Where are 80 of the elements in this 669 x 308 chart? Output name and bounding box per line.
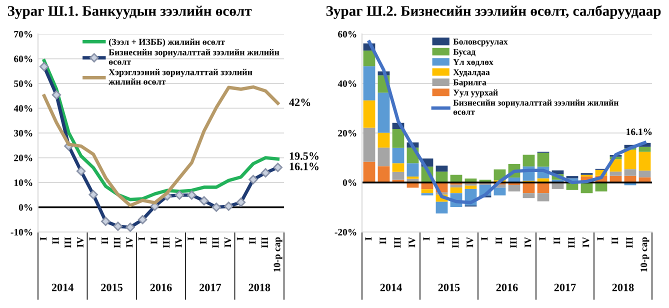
x-tick-label: I xyxy=(423,237,430,240)
legend-label: Уул уурхай xyxy=(453,89,498,98)
x-tick-label: II xyxy=(380,237,386,244)
text: 2017 xyxy=(554,284,576,292)
legend-label: Бизнесийн зориулалттай зээлийн жилийн өсөлт xyxy=(108,49,280,65)
x-tick-label: III xyxy=(262,237,268,248)
y-tick-label: 70% xyxy=(14,30,32,38)
text: 2015 xyxy=(438,284,460,292)
text: 2014 xyxy=(380,284,402,292)
y-tick-label: 20% xyxy=(14,154,32,162)
y-tick-label: 20% xyxy=(338,130,356,136)
y-tick-label: 60% xyxy=(14,56,32,62)
x-tick-label: III xyxy=(394,237,401,248)
text: 2016 xyxy=(150,284,172,292)
text: 2016 xyxy=(496,284,518,292)
chart-title: Зураг Ш.1. Банкуудын зээлийн өсөлт xyxy=(8,6,252,19)
x-tick-label: III xyxy=(212,237,219,248)
x-tick-label: IV xyxy=(224,236,232,248)
data-label: 16.1% xyxy=(626,128,652,136)
x-tick-label: I xyxy=(188,237,194,240)
y-tick-label: 60% xyxy=(338,30,356,38)
text: 2015 xyxy=(101,284,123,292)
x-tick-label: II xyxy=(249,237,256,244)
y-tick-label: 30% xyxy=(14,130,32,136)
x-tick-label: II xyxy=(102,237,108,244)
x-tick-label: I xyxy=(597,237,604,240)
legend-label: Хэрэглээний зориулалттай зээлийн жилийн өсөлт xyxy=(108,68,252,85)
x-tick-label: II xyxy=(438,237,444,244)
y-tick-label: -20% xyxy=(334,228,356,236)
x-tick-label: II xyxy=(612,237,618,244)
x-tick-label: III xyxy=(163,237,170,248)
x-tick-label: I xyxy=(539,237,546,240)
legend-label: Бусад xyxy=(453,48,476,57)
legend-label: Барилга xyxy=(453,80,486,88)
x-tick-label: III xyxy=(452,237,459,248)
y-tick-label: 50% xyxy=(14,80,32,87)
y-tick-label: 10% xyxy=(14,179,32,186)
x-tick-label: I xyxy=(89,237,96,240)
x-tick-label: III xyxy=(510,237,517,248)
y-tick-label: 0% xyxy=(342,179,356,186)
text: 2017 xyxy=(200,284,222,292)
x-tick-label: IV xyxy=(582,236,590,248)
x-tick-label: II xyxy=(496,237,502,244)
legend-label: Үл хөдлөх xyxy=(453,59,494,66)
x-tick-label: III xyxy=(568,237,575,248)
data-label: 19.5% xyxy=(290,152,318,160)
x-tick-label: I xyxy=(481,237,488,240)
text: 2018 xyxy=(612,284,634,292)
x-tick-label: I xyxy=(365,237,372,240)
x-tick-label: IV xyxy=(126,236,133,248)
y-tick-label: -10% xyxy=(10,228,32,236)
x-tick-label: IV xyxy=(77,236,84,248)
x-tick-label: 10-р сар xyxy=(640,237,650,272)
legend-label: Бизнесийн зориулалттай зээлийн жилийн өсөлт xyxy=(453,100,618,115)
x-tick-label: II xyxy=(150,237,158,244)
legend-label: Боловсруулах xyxy=(453,38,508,46)
y-tick-label: 40% xyxy=(338,80,356,87)
x-tick-label: III xyxy=(626,237,633,248)
x-tick-label: IV xyxy=(466,236,474,248)
y-tick-label: 40% xyxy=(14,105,32,112)
x-tick-label: IV xyxy=(524,236,532,248)
text: 2014 xyxy=(52,284,74,292)
legend-label: Худалдаа xyxy=(453,69,490,77)
x-tick-label: III xyxy=(114,237,120,248)
x-tick-label: IV xyxy=(408,236,416,248)
x-tick-label: II xyxy=(200,237,206,244)
x-tick-label: II xyxy=(554,237,560,244)
x-tick-label: I xyxy=(40,237,46,240)
data-label: 42% xyxy=(289,98,310,106)
x-tick-label: I xyxy=(138,237,145,240)
chart-title: Зураг Ш.2. Бизнесийн зээлийн өсөлт, салбаруудаар xyxy=(326,5,661,19)
legend-label: (Зээл + ИЗББ) жилийн өсөлт xyxy=(108,38,225,47)
data-label: 16.1% xyxy=(290,162,318,170)
x-tick-label: I xyxy=(236,237,244,240)
x-tick-label: IV xyxy=(175,236,182,248)
y-tick-label: 0% xyxy=(18,204,32,211)
text: 2018 xyxy=(248,284,270,292)
x-tick-label: II xyxy=(52,237,59,244)
x-tick-label: III xyxy=(64,237,72,248)
x-tick-label: 10-р сар xyxy=(274,237,282,272)
